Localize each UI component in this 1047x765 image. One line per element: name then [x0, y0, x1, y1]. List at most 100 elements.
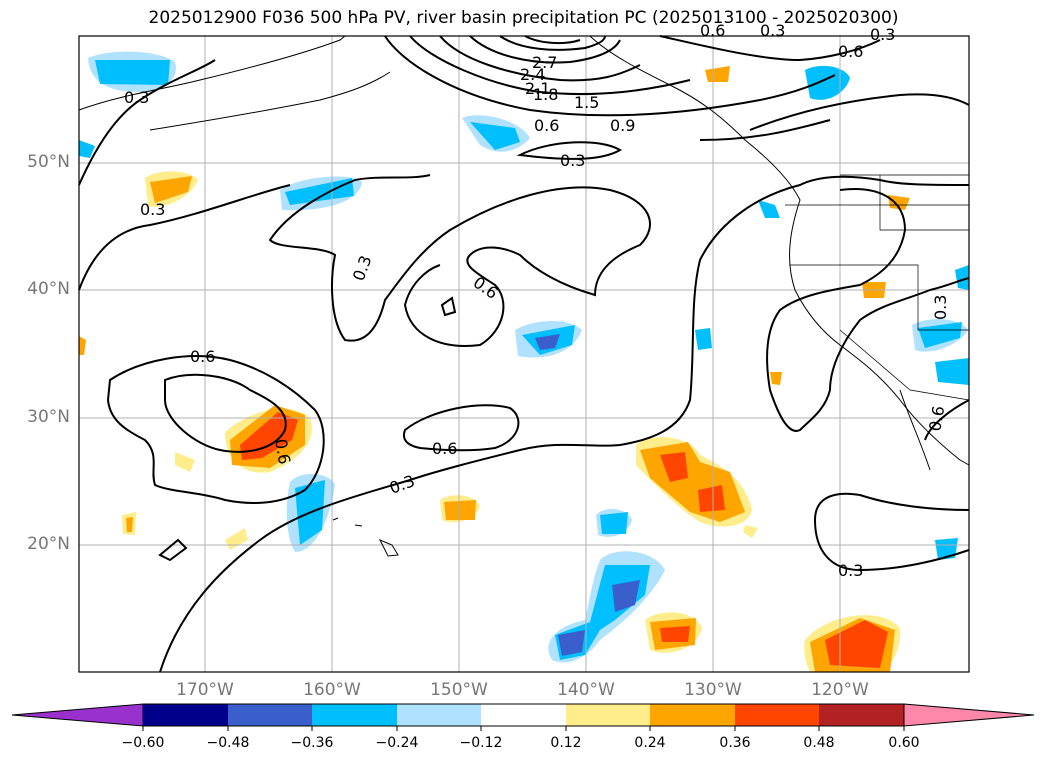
contour-label: 1.5 — [574, 93, 599, 112]
pv-contour — [164, 373, 287, 453]
contour-label: 0.6 — [432, 439, 457, 458]
pv-contour — [699, 119, 831, 141]
pv-contour — [158, 538, 188, 562]
pv-contour — [499, 35, 606, 51]
contour-label: 0.3 — [838, 561, 863, 580]
pv-contour — [384, 35, 836, 117]
baja-coast — [899, 389, 931, 471]
colorbar-segment — [228, 704, 312, 726]
precip-patch-neg — [600, 512, 628, 534]
hawaii-island — [332, 517, 339, 521]
hawaii-island — [354, 524, 363, 527]
precip-patch-neg — [955, 265, 969, 290]
colorbar-segment — [819, 704, 904, 726]
lat-label: 50°N — [27, 152, 70, 172]
precip-patch-neg — [695, 328, 712, 350]
colorbar-tick-label: −0.36 — [290, 735, 334, 751]
colorbar-tick-label: −0.12 — [459, 735, 503, 751]
lat-label: 40°N — [27, 279, 70, 299]
precip-patch-pos — [888, 195, 910, 210]
graticule — [79, 36, 969, 672]
pv-contour — [78, 59, 216, 186]
contour-label: 1.8 — [533, 85, 558, 104]
colorbar-segment — [650, 704, 735, 726]
pv-contour — [659, 35, 881, 62]
lon-label: 150°W — [430, 680, 488, 700]
contour-label: 0.6 — [190, 347, 215, 366]
precip-patch-neg — [95, 60, 170, 85]
precip-patch-pos — [150, 176, 192, 203]
contour-label: 0.3 — [124, 88, 149, 107]
pv-contour — [516, 141, 622, 160]
precip-patch-neg — [285, 178, 354, 205]
precip-patch-pos — [770, 372, 782, 385]
precip-patch-neg — [935, 358, 969, 385]
precip-patch-pos — [175, 452, 195, 472]
colorbar-segment — [143, 704, 228, 726]
pv-contour — [524, 35, 581, 45]
contour-label: 0.6 — [700, 21, 725, 40]
pv-contour — [402, 404, 520, 452]
lat-label: 20°N — [27, 534, 70, 554]
map-title: 2025012900 F036 500 hPa PV, river basin … — [148, 8, 899, 28]
colorbar — [11, 703, 1035, 731]
colorbar-tick-label: 0.60 — [888, 735, 920, 751]
precip-patch-pos — [825, 620, 888, 668]
colorbar-segment — [312, 704, 397, 726]
colorbar-tick-label: 0.48 — [803, 735, 835, 751]
pv-contour — [813, 492, 970, 572]
precip-patch-neg — [612, 580, 640, 612]
na-west-coast — [589, 35, 970, 466]
pv-contour — [78, 184, 291, 291]
colorbar-segment — [397, 704, 481, 726]
lat-label: 30°N — [27, 407, 70, 427]
lon-label: 120°W — [811, 680, 869, 700]
pv-contour — [354, 174, 431, 181]
precip-patch-neg — [805, 65, 850, 100]
precip-patch-neg — [918, 322, 962, 348]
contour-label: 0.6 — [838, 42, 863, 61]
colorbar-segment — [735, 704, 819, 726]
colorbar-segment — [566, 704, 650, 726]
colorbar-outline — [143, 703, 904, 727]
precip-patch-pos — [743, 525, 758, 538]
precip-patch-neg — [470, 122, 520, 150]
contour-label: 0.6 — [925, 404, 948, 432]
contour-label: 0.3 — [931, 295, 950, 320]
us-mexico-border — [839, 329, 970, 401]
contour-labels: 2.7 2.4 2.1 1.8 1.5 0.9 0.6 0.3 0.6 0.3 … — [124, 21, 950, 580]
precip-patch-pos — [240, 412, 298, 460]
colorbar-tick-label: −0.24 — [375, 735, 419, 751]
contour-label: 0.6 — [271, 437, 294, 465]
lon-label: 140°W — [557, 680, 615, 700]
hawaii-island — [378, 539, 399, 557]
colorbar-extend-high — [903, 703, 1035, 727]
precip-patch-pos — [444, 500, 476, 520]
precip-patch-pos — [79, 336, 86, 355]
map-frame — [78, 35, 970, 673]
contour-label: 0.3 — [560, 151, 585, 170]
contour-label: 2.1 — [525, 79, 550, 98]
pv-contour — [469, 35, 621, 64]
pv-contour — [439, 35, 641, 82]
contour-label: 0.9 — [610, 116, 635, 135]
pv-contour — [106, 355, 325, 504]
contour-label: 0.3 — [870, 25, 895, 44]
colorbar-tick-label: −0.60 — [121, 735, 165, 751]
colorbar-tick-label: −0.48 — [206, 735, 250, 751]
precip-patch-pos — [126, 517, 133, 532]
pv-contour — [749, 93, 970, 131]
colorbar-tick-label: 0.12 — [550, 735, 582, 751]
lon-label: 130°W — [684, 680, 742, 700]
contour-label: 0.3 — [760, 21, 785, 40]
pv-contour — [268, 179, 651, 347]
precip-patch-neg — [558, 630, 585, 656]
contour-label: 0.6 — [534, 116, 559, 135]
colorbar-tick-label: 0.24 — [634, 735, 666, 751]
precip-fills — [79, 51, 969, 672]
aleutian-chain — [149, 71, 391, 131]
alaska-coast — [78, 35, 346, 111]
lon-label: 170°W — [176, 680, 234, 700]
precip-patch-neg — [79, 140, 95, 158]
